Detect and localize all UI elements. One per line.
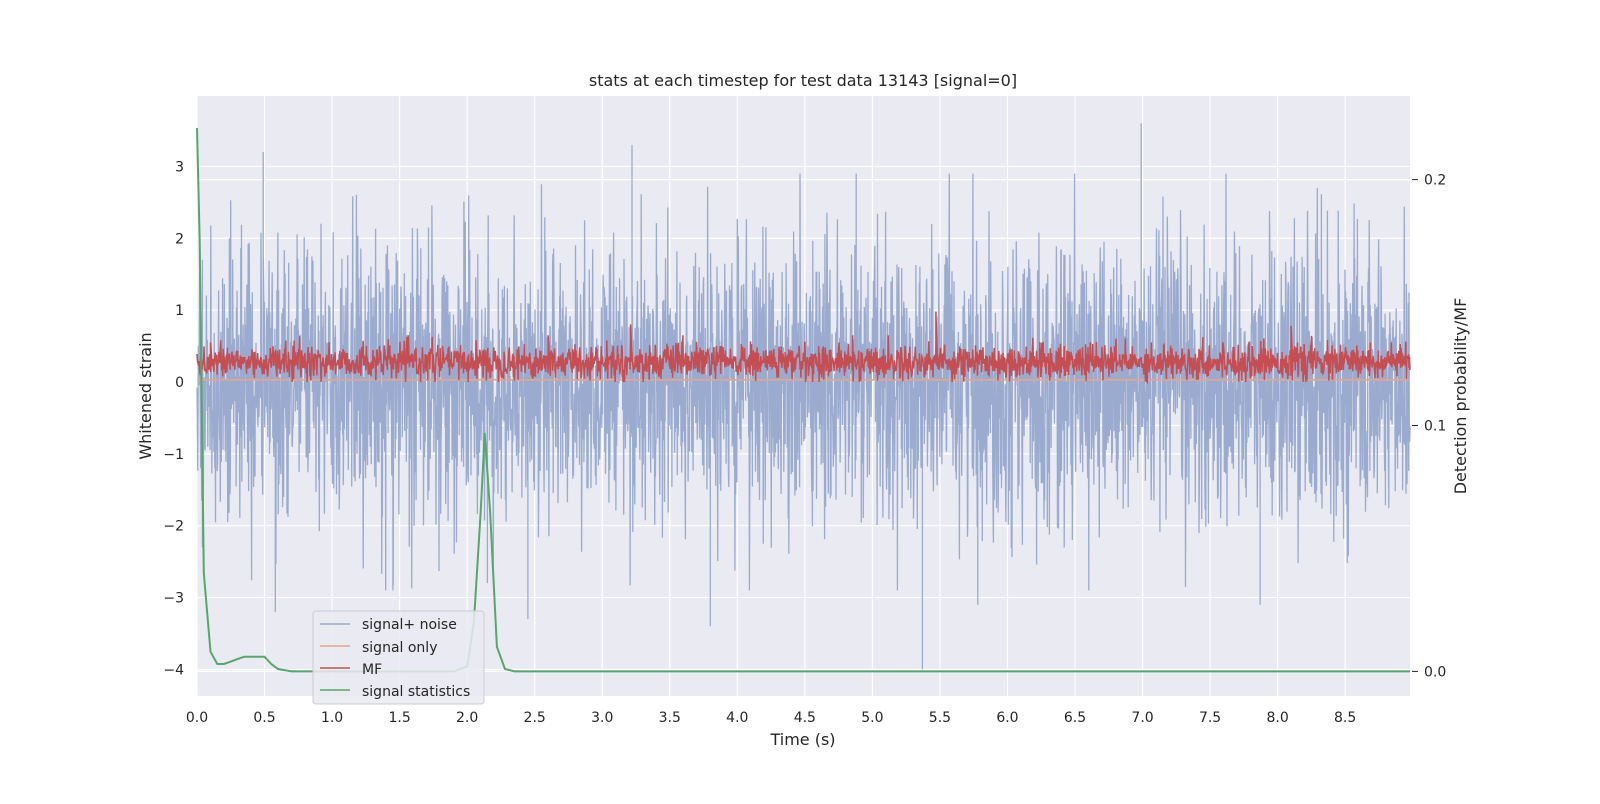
x-tick-label: 8.0 bbox=[1266, 710, 1288, 726]
x-tick-label: 8.5 bbox=[1334, 710, 1356, 726]
y-tick-label: −3 bbox=[163, 591, 184, 607]
legend-item-signal-only: signal only bbox=[320, 640, 437, 656]
legend-label: MF bbox=[362, 662, 382, 678]
x-tick-label: 4.5 bbox=[794, 710, 816, 726]
series-mf bbox=[196, 311, 1411, 385]
x-tick-label: 5.5 bbox=[929, 710, 951, 726]
legend: signal+ noise signal only MF signal stat… bbox=[312, 610, 485, 705]
legend-item-signal-statistics: signal statistics bbox=[320, 684, 470, 700]
y2-tick-label: 0.1 bbox=[1424, 419, 1446, 435]
y2-axis-label: Detection probability/MF bbox=[1451, 298, 1470, 495]
x-tick-label: 6.0 bbox=[996, 710, 1018, 726]
y-tick-label: 3 bbox=[175, 159, 184, 175]
x-tick-label: 6.5 bbox=[1064, 710, 1086, 726]
y-tick-label: −4 bbox=[163, 662, 184, 678]
x-tick-label: 0.0 bbox=[186, 710, 208, 726]
x-tick-label: 4.0 bbox=[726, 710, 748, 726]
legend-item-mf: MF bbox=[320, 662, 382, 678]
legend-item-signal-noise: signal+ noise bbox=[320, 617, 457, 633]
x-tick-label: 2.5 bbox=[524, 710, 546, 726]
x-tick-label: 1.5 bbox=[388, 710, 410, 726]
series-layer bbox=[196, 123, 1411, 673]
y-tick-label: −1 bbox=[163, 447, 184, 463]
series-signal-statistics bbox=[196, 127, 1410, 673]
x-tick-label: 3.0 bbox=[591, 710, 613, 726]
x-tick-label: 3.5 bbox=[659, 710, 681, 726]
legend-box bbox=[312, 610, 485, 705]
x-tick-label: 1.0 bbox=[321, 710, 343, 726]
x-tick-label: 2.0 bbox=[456, 710, 478, 726]
y-tick-label: −2 bbox=[163, 519, 184, 535]
legend-label: signal only bbox=[362, 640, 437, 656]
x-tick-label: 7.0 bbox=[1131, 710, 1153, 726]
legend-label: signal statistics bbox=[362, 684, 470, 700]
y2-tick-label: 0.2 bbox=[1424, 173, 1446, 189]
x-tick-label: 0.5 bbox=[253, 710, 275, 726]
ticks: 0.0 0.5 1.0 1.5 2.0 2.5 3.0 3.5 4.0 4.5 5.0 5.5 6.0 6… bbox=[163, 159, 1446, 726]
y2-tick-label: 0.0 bbox=[1424, 664, 1446, 680]
y-tick-label: 2 bbox=[175, 231, 184, 247]
x-tick-label: 7.5 bbox=[1199, 710, 1221, 726]
y-tick-label: 0 bbox=[175, 375, 184, 391]
chart-title: stats at each timestep for test data 131… bbox=[589, 71, 1017, 90]
y-tick-label: 1 bbox=[175, 303, 184, 319]
y-axis-label: Whitened strain bbox=[136, 332, 155, 459]
legend-label: signal+ noise bbox=[362, 617, 457, 633]
x-axis-label: Time (s) bbox=[769, 730, 835, 749]
x-tick-label: 5.0 bbox=[861, 710, 883, 726]
